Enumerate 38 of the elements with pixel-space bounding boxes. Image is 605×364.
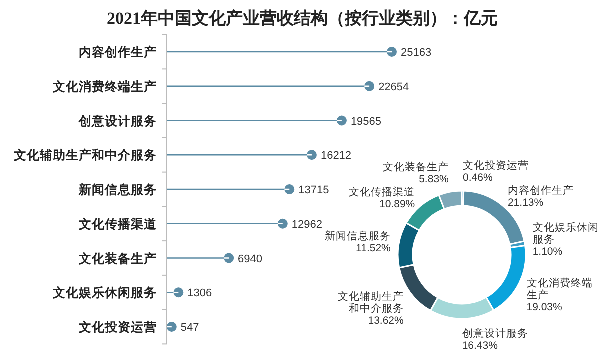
data-label: 6940 <box>238 253 263 266</box>
data-label: 13.62% <box>368 315 404 328</box>
data-label: 5.83% <box>419 173 449 186</box>
slice-label: 文化装备生产 <box>382 160 449 174</box>
data-label: 21.13% <box>508 197 544 210</box>
chart-title: 2021年中国文化产业营收结构（按行业类别）：亿元 <box>107 9 498 28</box>
slice-label: 文化消费终端生产 <box>526 276 593 302</box>
slice-label: 新闻信息服务 <box>324 230 391 243</box>
data-label: 16212 <box>320 150 352 162</box>
data-label: 22654 <box>378 81 410 94</box>
data-label: 19.03% <box>526 301 562 314</box>
y-tick-label: 文化辅助生产和中介服务 <box>13 148 157 163</box>
data-label: 16.43% <box>462 340 498 352</box>
data-label: 10.89% <box>380 198 416 210</box>
slice-label: 创意设计服务 <box>462 327 528 340</box>
data-label: 12962 <box>292 218 322 231</box>
data-label: 19565 <box>350 116 382 128</box>
slice-label: 文化传播渠道 <box>349 185 416 198</box>
y-tick-label: 文化娱乐休闲服务 <box>52 285 157 300</box>
slice-label: 文化娱乐休闲服务 <box>532 220 599 246</box>
y-tick-label: 内容创作生产 <box>79 44 157 60</box>
data-label: 25163 <box>401 47 432 59</box>
data-label: 1.10% <box>532 246 563 258</box>
y-tick-label: 文化投资运营 <box>78 320 157 334</box>
slice-label: 文化投资运营 <box>463 159 530 172</box>
y-tick-label: 文化装备生产 <box>78 250 157 266</box>
y-tick-label: 创意设计服务 <box>78 113 157 128</box>
data-label: 0.46% <box>463 172 493 184</box>
data-label: 547 <box>180 322 200 334</box>
y-tick-label: 文化传播渠道 <box>78 216 158 232</box>
slice-label: 文化辅助生产和中介服务 <box>338 290 404 316</box>
y-tick-label: 文化消费终端生产 <box>52 78 157 94</box>
slice-label: 内容创作生产 <box>508 184 574 198</box>
data-label: 1306 <box>188 288 212 300</box>
data-label: 13715 <box>298 184 330 196</box>
data-label: 11.52% <box>356 242 391 255</box>
y-tick-label: 新闻信息服务 <box>78 182 157 197</box>
point <box>166 322 177 332</box>
